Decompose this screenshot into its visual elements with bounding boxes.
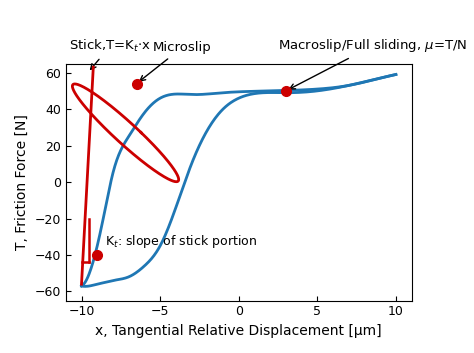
Text: Microslip: Microslip — [140, 41, 211, 81]
Text: Stick,T=K$_t$$\cdot$x: Stick,T=K$_t$$\cdot$x — [69, 38, 151, 69]
Y-axis label: T, Friction Force [N]: T, Friction Force [N] — [15, 114, 29, 250]
X-axis label: x, Tangential Relative Displacement [μm]: x, Tangential Relative Displacement [μm] — [95, 324, 382, 338]
Text: K$_t$: slope of stick portion: K$_t$: slope of stick portion — [105, 233, 257, 250]
Text: Macroslip/Full sliding, $\mu$=T/N: Macroslip/Full sliding, $\mu$=T/N — [278, 37, 467, 89]
